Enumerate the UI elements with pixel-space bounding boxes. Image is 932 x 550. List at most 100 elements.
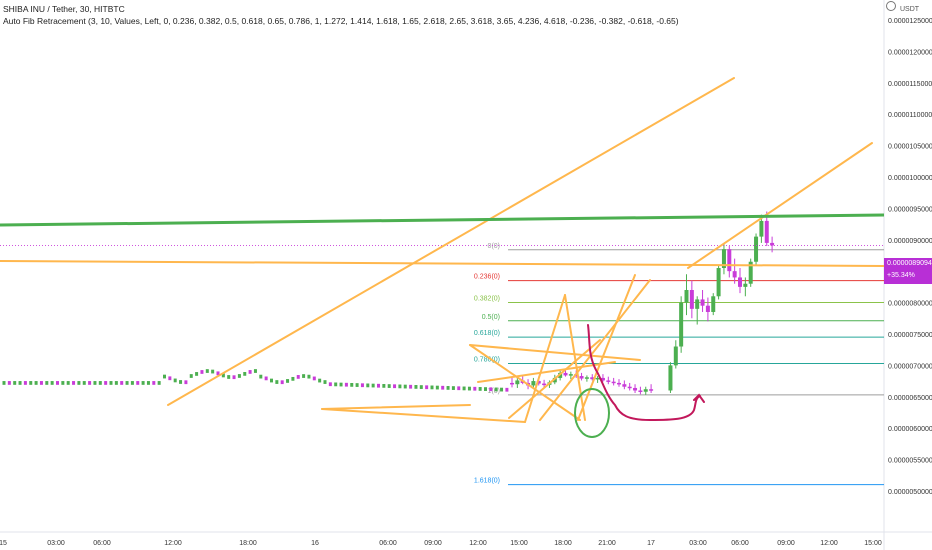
history-candle [275, 380, 279, 384]
symbol-title: SHIBA INU / Tether, 30, HITBTC [3, 4, 125, 14]
y-tick-label: 0.0000100000 [888, 175, 932, 182]
x-tick-label: 15 [0, 540, 7, 547]
history-candle [34, 381, 38, 385]
y-tick-label: 0.0000070000 [888, 363, 932, 370]
history-candle [66, 381, 70, 385]
orange-trendline [564, 294, 586, 421]
candle-body [542, 383, 547, 386]
history-candle [286, 379, 290, 383]
y-tick-label: 0.0000110000 [888, 112, 932, 119]
candle-body [600, 377, 605, 381]
history-candle [302, 374, 306, 378]
history-candle [13, 381, 17, 385]
candle-body [711, 296, 716, 312]
candle-body [552, 377, 557, 383]
history-candle [211, 369, 215, 374]
history-candle [56, 381, 59, 385]
candle-body [643, 389, 648, 392]
history-candle [318, 378, 322, 383]
orange-trendline [469, 344, 641, 361]
candle-body [510, 382, 514, 385]
candle-body [649, 389, 654, 391]
candle-body [738, 277, 742, 287]
history-candle [163, 374, 166, 379]
candle-body [563, 372, 568, 376]
x-tick-label: 18:00 [239, 540, 257, 547]
y-tick-label: 0.0000075000 [888, 332, 932, 339]
x-tick-label: 21:00 [598, 540, 616, 547]
history-candle [270, 378, 273, 383]
candle-body [627, 386, 632, 389]
fib-level-label: 0.382(0) [474, 296, 500, 303]
x-tick-label: 06:00 [379, 540, 397, 547]
history-candle [473, 386, 477, 391]
history-candle [484, 387, 487, 391]
history-candle [93, 381, 97, 385]
candle-body [748, 261, 753, 284]
candle-body [727, 249, 732, 272]
candle-body [705, 305, 710, 312]
history-candle [152, 381, 156, 385]
candle-body [611, 381, 616, 384]
fib-level-label: 1(0) [488, 388, 500, 395]
current-price-change: +35.34% [887, 272, 915, 279]
y-tick-label: 0.0000080000 [888, 301, 932, 308]
history-candle [419, 385, 423, 389]
green-circle-annotation [574, 388, 610, 438]
history-candle [109, 381, 113, 385]
orange-trendline [524, 294, 566, 423]
orange-trendline [321, 404, 471, 410]
history-candle [205, 369, 209, 373]
x-tick-label: 12:00 [469, 540, 487, 547]
history-candle [50, 381, 54, 385]
history-candle [323, 380, 327, 384]
indicator-title: Auto Fib Retracement (3, 10, Values, Lef… [3, 16, 679, 26]
candle-body [568, 374, 573, 376]
candle-body [695, 299, 700, 309]
y-tick-label: 0.0000120000 [888, 49, 932, 56]
history-candle [179, 380, 183, 384]
candle-body [732, 271, 737, 278]
x-tick-label: 03:00 [47, 540, 65, 547]
candle-body [515, 380, 520, 385]
history-candle [350, 382, 354, 387]
history-candle [146, 381, 150, 385]
y-tick-label: 0.0000050000 [888, 489, 932, 496]
candle-body [668, 365, 673, 391]
history-candle [168, 376, 172, 381]
fib-level-label: 0.618(0) [474, 330, 500, 337]
history-candle [23, 381, 27, 385]
y-tick-label: 0.0000095000 [888, 206, 932, 213]
history-candle [200, 370, 204, 374]
candle-body [684, 290, 689, 303]
x-tick-label: 12:00 [820, 540, 838, 547]
history-candle [435, 385, 439, 390]
orange-trendline [0, 260, 885, 267]
x-tick-label: 17 [647, 540, 655, 547]
candle-body [638, 390, 643, 392]
history-candle [114, 381, 118, 385]
history-candle [387, 384, 391, 388]
history-candle [45, 381, 49, 385]
history-candle [451, 386, 455, 390]
settings-circle-icon[interactable] [886, 1, 896, 11]
x-tick-label: 09:00 [424, 540, 442, 547]
candle-body [595, 377, 600, 380]
history-candle [505, 387, 509, 392]
history-candle [7, 381, 11, 385]
history-candle [403, 384, 407, 389]
candle-body [633, 387, 638, 391]
history-candle [232, 375, 236, 380]
history-candle [280, 380, 284, 385]
history-candle [157, 381, 161, 385]
y-tick-label: 0.0000055000 [888, 458, 932, 465]
fib-level-label: 1.618(0) [474, 478, 500, 485]
x-tick-label: 15:00 [510, 540, 528, 547]
candle-body [743, 283, 748, 287]
history-candle [227, 375, 231, 379]
candle-body [716, 268, 721, 297]
candle-body [689, 290, 694, 309]
orange-trendline [687, 142, 873, 269]
